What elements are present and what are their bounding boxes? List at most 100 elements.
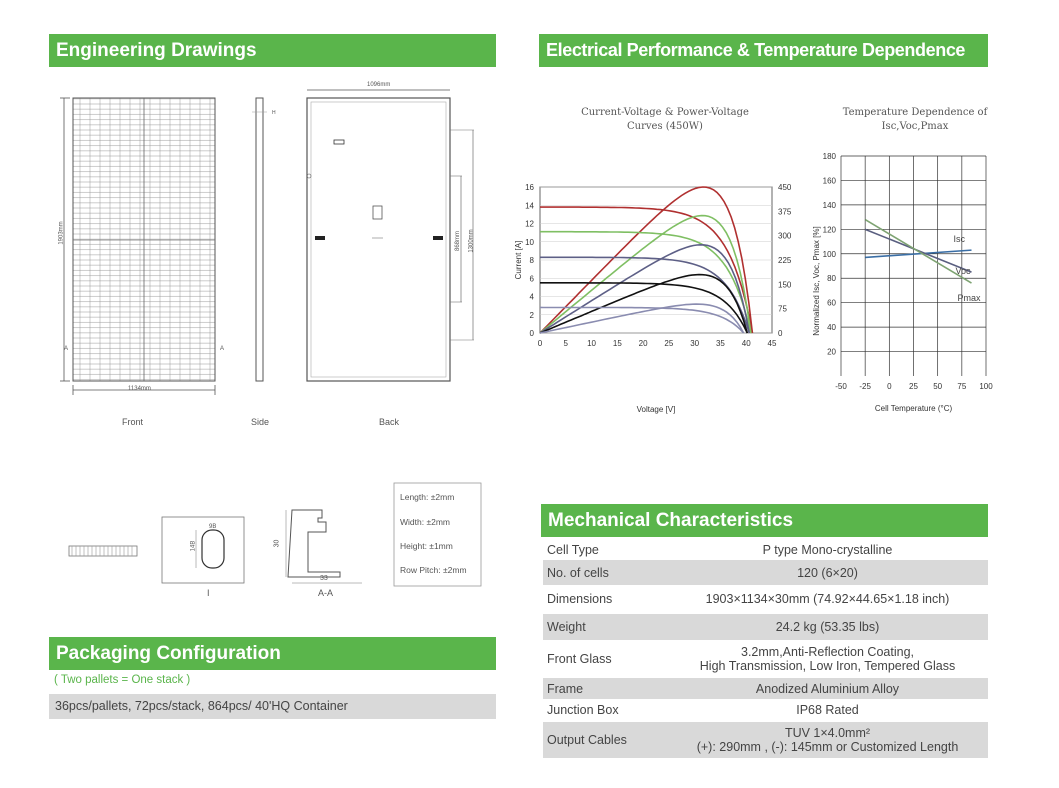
mechanical-row-label: Front Glass (547, 652, 612, 666)
iv-curve (540, 230, 752, 334)
packaging-configuration-header: Packaging Configuration (49, 637, 496, 670)
back-pitch-dimension: 868mm (455, 230, 462, 252)
back-height-dimension: 1300mm (468, 229, 475, 253)
width-dimension: 1134mm (128, 386, 151, 392)
mechanical-row-value-line1: P type Mono-crystalline (762, 542, 893, 557)
temp-chart-title-line2: Isc,Voc,Pmax (881, 121, 949, 132)
section-i-label: I (207, 588, 210, 598)
pv-curve (539, 243, 751, 334)
iv-chart-title: Current-Voltage & Power-Voltage Curves (… (560, 106, 770, 134)
mechanical-row: Weight 24.2 kg (53.35 lbs) (543, 614, 988, 640)
temp-x-tick-label: 0 (887, 382, 892, 391)
mechanical-row-label: No. of cells (547, 565, 609, 580)
packaging-detail-row: 36pcs/pallets, 72pcs/stack, 864pcs/ 40'H… (49, 694, 496, 719)
height-dimension: 1903mm (58, 221, 65, 245)
packaging-note: ( Two pallets = One stack ) (54, 674, 191, 686)
iv-x-tick-label: 10 (587, 339, 596, 348)
iv-y2-tick-label: 375 (778, 207, 792, 216)
temp-series-label: Voc (956, 266, 972, 276)
mechanical-row: Output Cables TUV 1×4.0mm² (+): 290mm , (-… (543, 722, 988, 758)
temp-x-tick-label: 100 (979, 382, 993, 391)
mechanical-row-value: 24.2 kg (53.35 lbs) (667, 620, 988, 634)
mechanical-row-label: Cell Type (547, 542, 599, 557)
electrical-performance-header: Electrical Performance & Temperature Dep… (539, 34, 988, 67)
iv-chart-title-line2: Curves (450W) (627, 121, 703, 132)
mechanical-row-value: 1903×1134×30mm (74.92×44.65×1.18 inch) (667, 592, 988, 606)
section-i-detail (68, 516, 245, 584)
pv-curve (539, 303, 745, 334)
engineering-drawings-header: Engineering Drawings (49, 34, 496, 67)
tolerance-height: Height: ±1mm (400, 541, 453, 551)
temp-y-axis-label: Normalized Isc, Voc, Pmax [%] (812, 226, 821, 335)
mechanical-row-value: IP68 Rated (667, 703, 988, 717)
mechanical-row-value-line1: 120 (6×20) (797, 565, 858, 580)
iv-y-tick-label: 0 (530, 329, 535, 338)
iv-y-tick-label: 16 (525, 183, 534, 192)
frame-profile-detail (285, 509, 362, 584)
mechanical-row-value-line2: High Transmission, Low Iron, Tempered Gl… (699, 659, 956, 673)
iv-y-tick-label: 10 (525, 238, 534, 247)
frame-width-dimension: 33 (320, 575, 328, 582)
iv-x-axis-label: Voltage [V] (637, 405, 676, 414)
temp-chart-title-line1: Temperature Dependence of (842, 107, 988, 118)
temp-y-tick-label: 160 (823, 176, 837, 185)
tolerance-length: Length: ±2mm (400, 492, 455, 502)
iv-x-tick-label: 35 (716, 339, 725, 348)
iv-y2-tick-label: 0 (778, 329, 783, 338)
mechanical-row-label: Junction Box (547, 702, 619, 717)
iv-y-tick-label: 8 (530, 256, 535, 265)
tolerance-row-pitch: Row Pitch: ±2mm (400, 565, 467, 575)
temp-y-tick-label: 20 (827, 348, 836, 357)
hole-dimension-b: 14B (190, 540, 197, 552)
back-view-drawing (306, 89, 474, 382)
temp-y-tick-label: 180 (823, 152, 837, 161)
mechanical-row: Dimensions 1903×1134×30mm (74.92×44.65×1.… (543, 587, 988, 611)
mechanical-row: Cell Type P type Mono-crystalline (543, 539, 988, 560)
mechanical-row: No. of cells 120 (6×20) (543, 560, 988, 585)
temp-series-line (865, 249, 972, 259)
temp-x-tick-label: 50 (933, 382, 942, 391)
mechanical-row: Front Glass 3.2mm,Anti-Reflection Coating… (543, 642, 988, 676)
back-label: Back (379, 417, 400, 427)
iv-y2-axis-label: Power [W] (797, 242, 798, 279)
packaging-detail: 36pcs/pallets, 72pcs/stack, 864pcs/ 40'H… (55, 699, 348, 713)
iv-x-tick-label: 25 (664, 339, 673, 348)
temp-x-axis-label: Cell Temperature (°C) (875, 404, 953, 413)
temp-y-tick-label: 100 (823, 250, 837, 259)
mechanical-row-label: Dimensions (547, 592, 613, 606)
mechanical-row-value-line1: Anodized Aluminium Alloy (755, 681, 900, 696)
mechanical-row-value-line1: 3.2mm,Anti-Reflection Coating, (741, 645, 914, 659)
temp-series-label: Pmax (958, 293, 982, 303)
iv-curve (540, 256, 751, 334)
temp-x-tick-label: -25 (859, 382, 871, 391)
mechanical-row-label: Weight (547, 620, 586, 634)
iv-curve (539, 306, 745, 334)
temp-x-tick-label: 75 (957, 382, 966, 391)
iv-y2-tick-label: 75 (778, 305, 787, 314)
mechanical-row-value-line2: (+): 290mm , (-): 145mm or Customized Le… (696, 740, 959, 754)
temp-x-tick-label: 25 (909, 382, 918, 391)
iv-y2-tick-label: 150 (778, 280, 792, 289)
iv-curve (540, 282, 749, 334)
temp-y-tick-label: 60 (827, 299, 836, 308)
mechanical-row-value: 120 (6×20) (667, 566, 988, 580)
mechanical-row: Frame Anodized Aluminium Alloy (543, 678, 988, 699)
temp-series-label: Isc (954, 234, 966, 244)
temp-chart-title: Temperature Dependence of Isc,Voc,Pmax (830, 106, 1000, 134)
iv-curve (540, 206, 754, 334)
back-width-dimension: 1096mm (367, 82, 391, 88)
frame-height-dimension: 30 (273, 539, 281, 548)
iv-y-tick-label: 4 (530, 293, 535, 302)
mechanical-row-value-line1: TUV 1×4.0mm² (784, 726, 871, 740)
iv-y-tick-label: 14 (525, 201, 534, 210)
section-aa-label: A-A (318, 588, 334, 598)
front-view-drawing: A A (60, 97, 224, 395)
hole-dimension-a: 9B (209, 524, 217, 530)
temp-series-line (864, 218, 972, 284)
iv-y2-tick-label: 450 (778, 183, 792, 192)
svg-text:A: A (220, 346, 224, 352)
iv-y2-tick-label: 300 (778, 232, 792, 241)
iv-y-tick-label: 12 (525, 220, 534, 229)
iv-y2-tick-label: 225 (778, 256, 792, 265)
